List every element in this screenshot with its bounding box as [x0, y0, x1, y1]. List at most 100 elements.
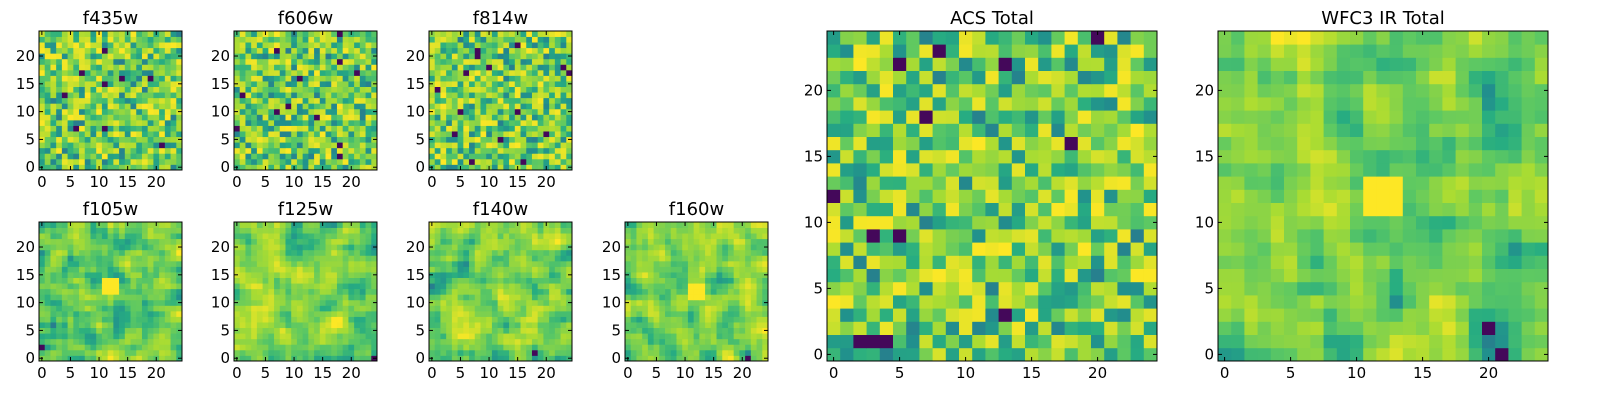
heatmap-cell	[107, 75, 114, 82]
heatmap-cell	[705, 255, 712, 262]
heatmap-cell	[514, 227, 521, 234]
heatmap-cell	[119, 64, 126, 71]
heatmap-cell	[497, 114, 504, 121]
heatmap-cell	[486, 349, 493, 356]
heatmap-cell	[256, 316, 263, 323]
heatmap-cell	[331, 153, 338, 160]
heatmap-cell	[625, 277, 632, 284]
heatmap-cell	[716, 288, 723, 295]
heatmap-cell	[1077, 255, 1092, 269]
heatmap-cell	[348, 316, 355, 323]
heatmap-cell	[514, 277, 521, 284]
heatmap-cell	[1025, 255, 1039, 269]
heatmap-cell	[509, 81, 516, 87]
heatmap-cell	[463, 272, 470, 278]
heatmap-cell	[268, 97, 275, 104]
heatmap-cell	[119, 338, 126, 345]
heatmap-cell	[291, 260, 298, 267]
heatmap-cell	[474, 108, 481, 115]
heatmap-cell	[549, 316, 556, 323]
heatmap-cell	[113, 131, 120, 138]
heatmap-cell	[520, 238, 527, 245]
heatmap-cell	[509, 327, 516, 334]
heatmap-cell	[268, 255, 275, 262]
heatmap-cell	[371, 288, 378, 295]
heatmap-cell	[1077, 242, 1092, 256]
heatmap-cell	[141, 164, 149, 171]
heatmap-cell	[659, 277, 666, 284]
heatmap-cell	[342, 69, 349, 76]
heatmap-cell	[256, 103, 263, 110]
heatmap-cell	[354, 299, 361, 306]
heatmap-cell	[727, 266, 735, 273]
heatmap-cell	[959, 229, 973, 243]
heatmap-cell	[331, 227, 338, 234]
heatmap-cell	[302, 233, 309, 240]
heatmap-cell	[90, 69, 97, 76]
heatmap-cell	[434, 299, 441, 306]
heatmap-cell	[676, 349, 683, 356]
heatmap-cell	[514, 327, 521, 334]
heatmap-cell	[440, 338, 447, 345]
heatmap-cell	[141, 142, 149, 149]
heatmap-cell	[526, 238, 533, 245]
heatmap-cell	[827, 281, 841, 296]
heatmap-cell	[560, 288, 567, 295]
heatmap-cell	[336, 288, 344, 295]
heatmap-cell	[302, 294, 309, 301]
heatmap-cell	[90, 233, 97, 240]
heatmap-cell	[302, 103, 309, 110]
heatmap-cell	[314, 266, 321, 273]
heatmap-cell	[520, 81, 527, 87]
heatmap-cell	[659, 260, 666, 267]
heatmap-cell	[560, 299, 567, 306]
heatmap-cell	[434, 277, 441, 284]
heatmap-cell	[73, 136, 80, 143]
heatmap-cell	[509, 92, 516, 99]
heatmap-cell	[665, 283, 672, 290]
heatmap-cell	[365, 75, 372, 82]
heatmap-cell	[827, 255, 841, 269]
heatmap-cell	[96, 136, 103, 143]
heatmap-cell	[359, 333, 366, 340]
heatmap-cell	[170, 53, 177, 60]
heatmap-cell	[531, 136, 539, 143]
heatmap-cell	[853, 347, 867, 362]
heatmap-cell	[113, 227, 120, 234]
heatmap-cell	[1077, 189, 1092, 203]
heatmap-cell	[531, 86, 539, 93]
heatmap-cell	[113, 53, 120, 60]
heatmap-cell	[107, 288, 114, 295]
heatmap-cell	[687, 316, 695, 323]
heatmap-cell	[319, 97, 326, 104]
heatmap-cell	[245, 266, 252, 273]
heatmap-cell	[302, 310, 309, 317]
heatmap-cell	[314, 75, 321, 82]
heatmap-cell	[73, 164, 80, 171]
heatmap-cell	[79, 277, 86, 284]
heatmap-cell	[164, 164, 171, 171]
heatmap-cell	[164, 299, 171, 306]
heatmap-cell	[90, 355, 97, 362]
heatmap-cell	[537, 260, 544, 267]
heatmap-cell	[296, 222, 304, 228]
heatmap-cell	[636, 233, 643, 240]
heatmap-cell	[474, 153, 481, 160]
heatmap-cell	[291, 53, 298, 60]
heatmap-cell	[630, 227, 637, 234]
heatmap-cell	[354, 108, 361, 115]
heatmap-cell	[566, 125, 573, 132]
heatmap-cell	[1064, 215, 1079, 230]
heatmap-cell	[268, 47, 275, 54]
heatmap-cell	[50, 283, 57, 290]
heatmap-cell	[469, 92, 476, 99]
heatmap-cell	[130, 64, 137, 71]
heatmap-cell	[354, 310, 361, 317]
heatmap-cell	[543, 47, 550, 54]
heatmap-cell	[371, 125, 378, 132]
heatmap-cell	[314, 81, 321, 87]
heatmap-cell	[119, 69, 126, 76]
heatmap-cell	[84, 322, 91, 329]
heatmap-cell	[647, 227, 654, 234]
heatmap-cell	[1091, 215, 1105, 230]
